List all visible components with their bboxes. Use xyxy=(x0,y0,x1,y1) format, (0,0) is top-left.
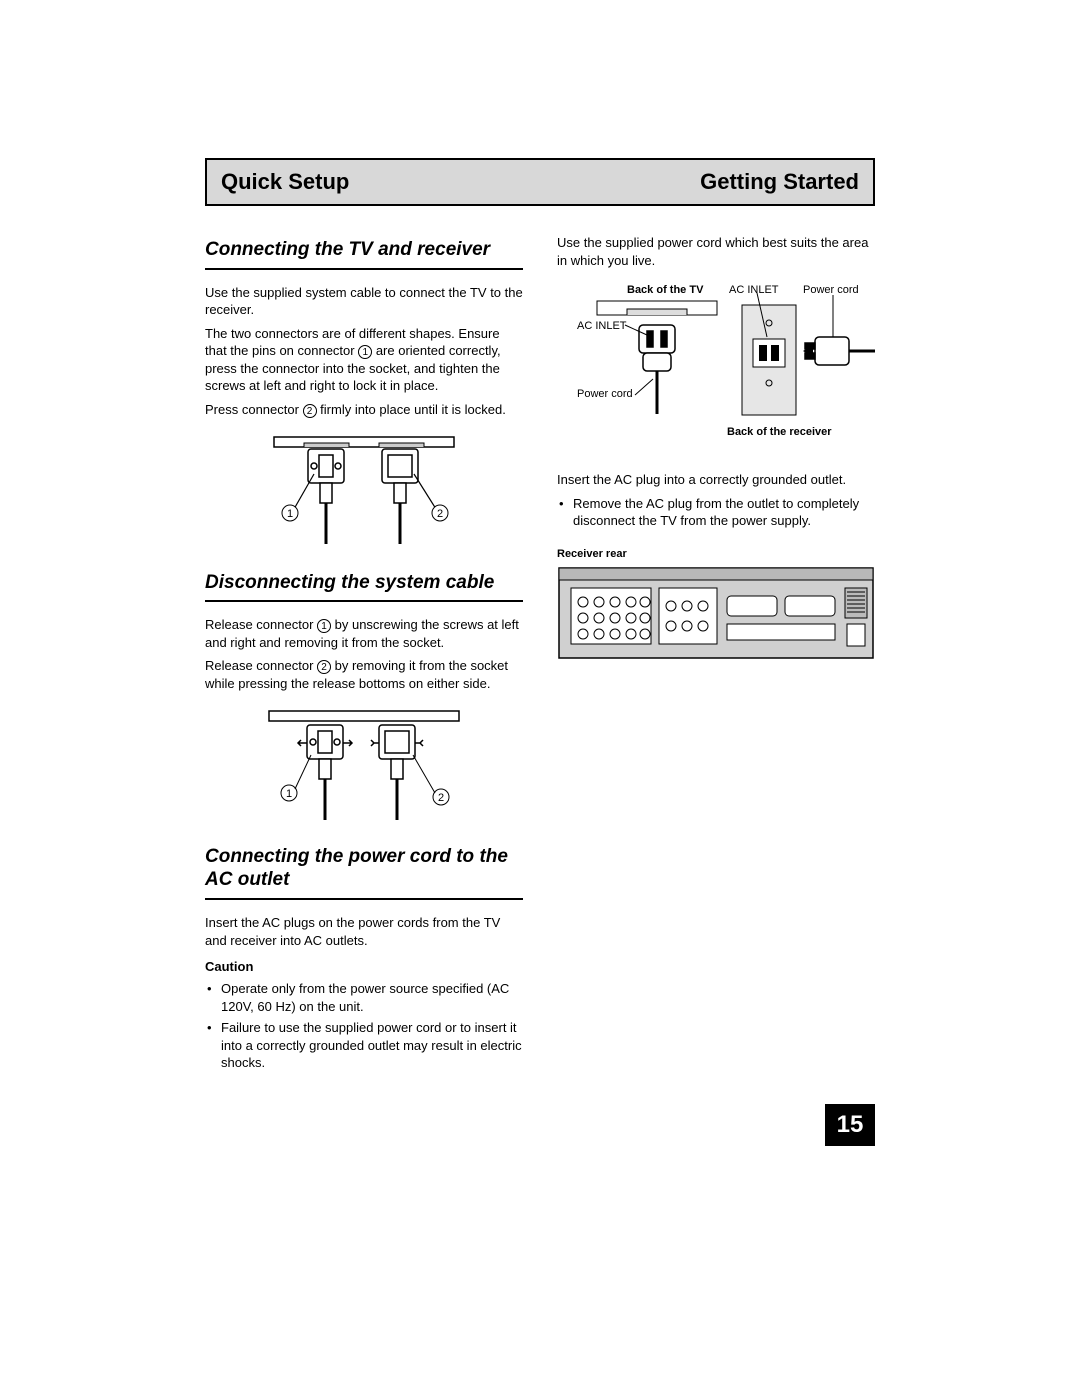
svg-text:1: 1 xyxy=(287,508,293,520)
body-text: Insert the AC plugs on the power cords f… xyxy=(205,914,523,949)
label-ac-inlet2: AC INLET xyxy=(577,320,627,332)
section-title-power: Connecting the power cord to the AC outl… xyxy=(205,845,523,901)
page-number: 15 xyxy=(825,1104,875,1146)
list-item: Operate only from the power source speci… xyxy=(205,980,523,1015)
caution-heading: Caution xyxy=(205,959,523,974)
header-bar: Quick Setup Getting Started xyxy=(205,158,875,206)
circled-1-icon: 1 xyxy=(358,345,372,359)
connector-diagram: 1 2 xyxy=(205,429,523,549)
right-list: Remove the AC plug from the outlet to co… xyxy=(557,495,875,530)
text-fragment: Press connector xyxy=(205,402,303,417)
text-fragment: Release connector xyxy=(205,658,317,673)
section-title-connect-tv: Connecting the TV and receiver xyxy=(205,238,523,270)
right-column: Use the supplied power cord which best s… xyxy=(557,234,875,1076)
circled-2-icon: 2 xyxy=(303,404,317,418)
power-cord-diagram: Back of the TV AC INLET Power cord AC IN… xyxy=(557,279,875,449)
body-text: Release connector 2 by removing it from … xyxy=(205,657,523,692)
body-text: Insert the AC plug into a correctly grou… xyxy=(557,471,875,489)
list-item: Remove the AC plug from the outlet to co… xyxy=(557,495,875,530)
svg-text:2: 2 xyxy=(438,792,444,804)
label-receiver-rear: Receiver rear xyxy=(557,548,875,560)
header-left: Quick Setup xyxy=(221,169,349,195)
receiver-rear-diagram xyxy=(557,566,875,666)
body-text: The two connectors are of different shap… xyxy=(205,325,523,395)
disconnect-diagram: 1 2 xyxy=(205,703,523,823)
section-title-disconnect: Disconnecting the system cable xyxy=(205,571,523,603)
label-back-receiver: Back of the receiver xyxy=(727,426,832,438)
svg-text:2: 2 xyxy=(437,508,443,520)
label-ac-inlet: AC INLET xyxy=(729,284,779,296)
left-column: Connecting the TV and receiver Use the s… xyxy=(205,234,523,1076)
text-fragment: firmly into place until it is locked. xyxy=(317,402,506,417)
list-item: Failure to use the supplied power cord o… xyxy=(205,1019,523,1072)
label-power-cord: Power cord xyxy=(803,284,859,296)
header-right: Getting Started xyxy=(700,169,859,195)
columns: Connecting the TV and receiver Use the s… xyxy=(205,234,875,1076)
circled-1-icon: 1 xyxy=(317,619,331,633)
caution-list: Operate only from the power source speci… xyxy=(205,980,523,1072)
body-text: Release connector 1 by unscrewing the sc… xyxy=(205,616,523,651)
svg-text:1: 1 xyxy=(286,788,292,800)
page-content: Quick Setup Getting Started Connecting t… xyxy=(205,158,875,1076)
body-text: Use the supplied system cable to connect… xyxy=(205,284,523,319)
label-power-cord2: Power cord xyxy=(577,388,633,400)
circled-2-icon: 2 xyxy=(317,660,331,674)
label-back-tv: Back of the TV xyxy=(627,284,704,296)
text-fragment: Release connector xyxy=(205,617,317,632)
body-text: Use the supplied power cord which best s… xyxy=(557,234,875,269)
body-text: Press connector 2 firmly into place unti… xyxy=(205,401,523,419)
